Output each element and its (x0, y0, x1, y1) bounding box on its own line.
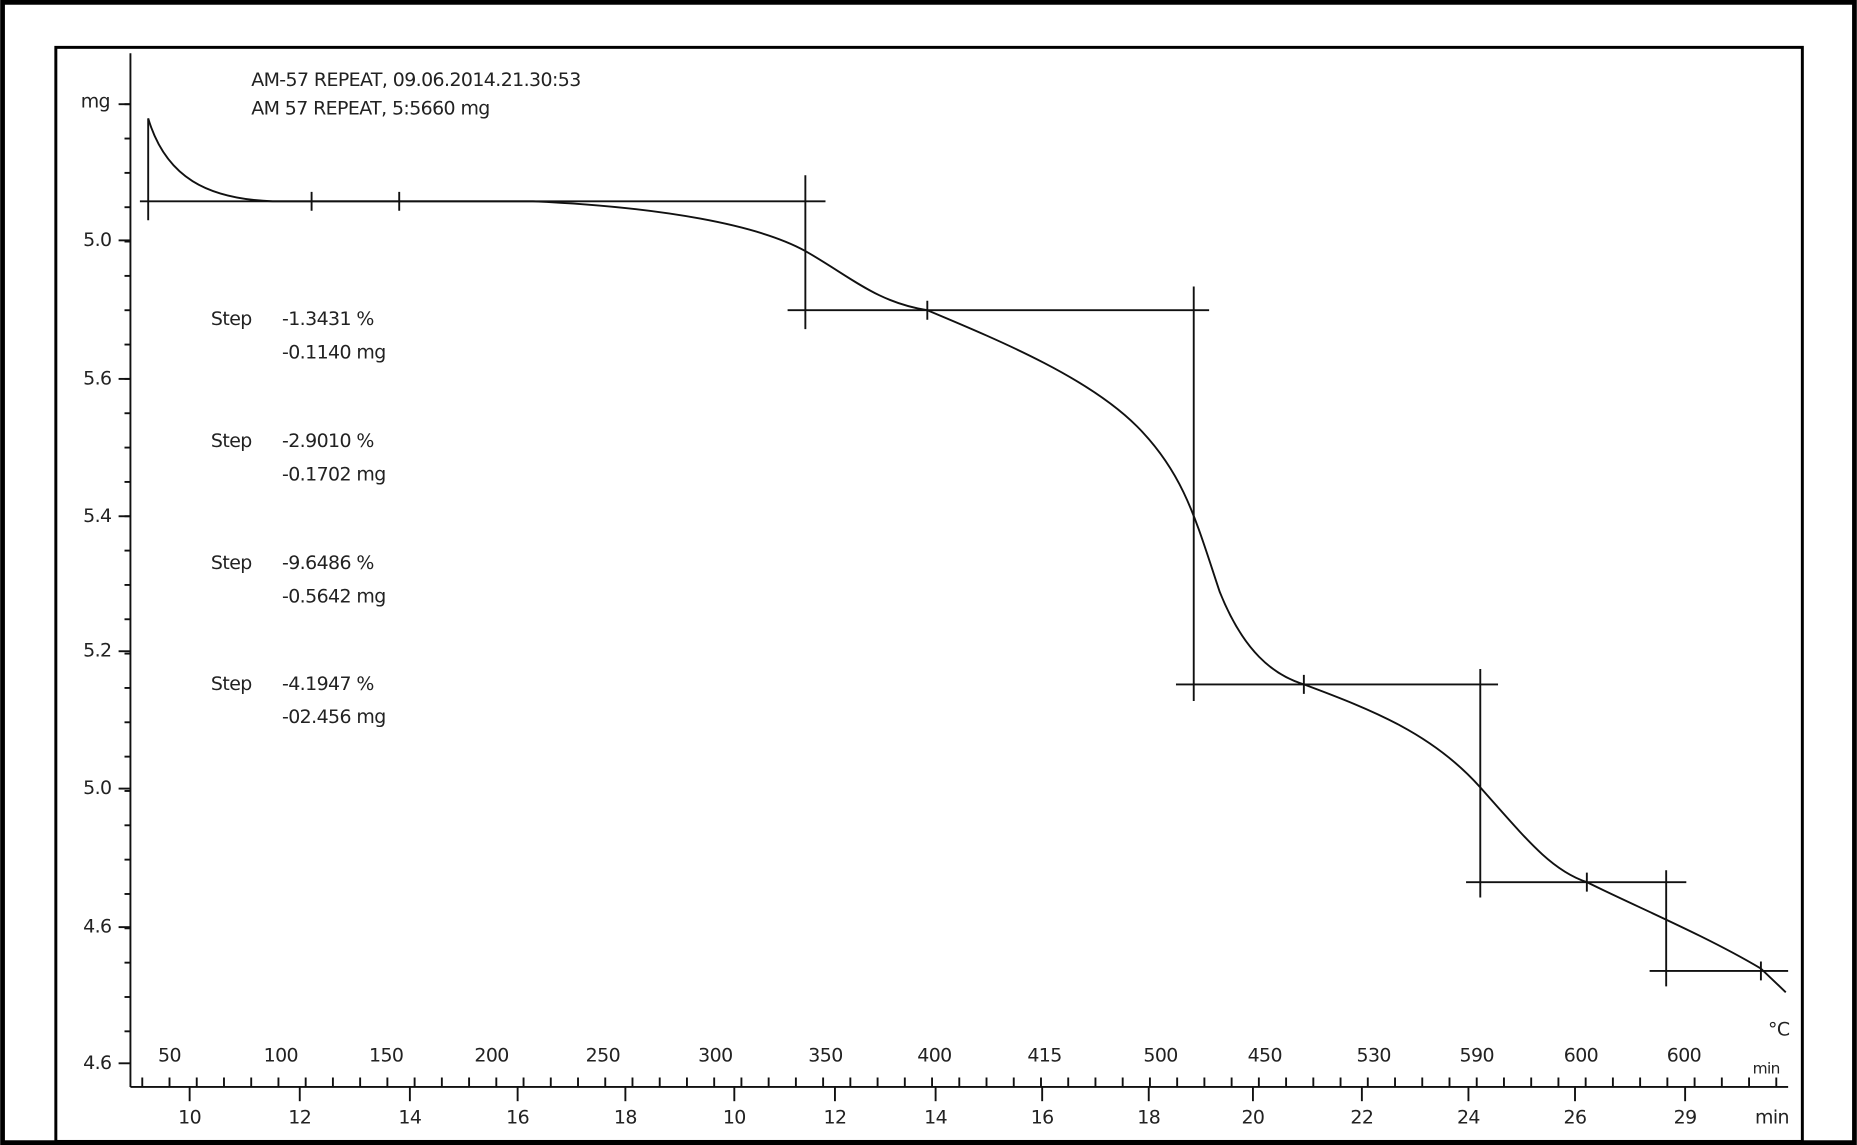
time-label: 26 (1564, 1106, 1587, 1128)
temperature-label: 500 (1143, 1045, 1177, 1067)
step-percent: -1.3431 % (282, 308, 374, 330)
time-label: 12 (288, 1106, 311, 1128)
step-mass: -0.1702 mg (282, 463, 386, 485)
time-label: 10 (178, 1106, 201, 1128)
x-unit: min (1755, 1106, 1789, 1128)
step-percent: -2.9010 % (282, 430, 374, 452)
temperature-label: 600 (1564, 1045, 1598, 1067)
time-label: 24 (1457, 1106, 1480, 1128)
time-label: 18 (614, 1106, 637, 1128)
y-tick-label: 5.4 (83, 505, 111, 527)
temperature-label: 250 (586, 1045, 620, 1067)
time-label: 10 (723, 1106, 746, 1128)
step-mass: -0.5642 mg (282, 585, 386, 607)
y-tick-label: 5.0 (83, 777, 111, 799)
step-percent: -4.1947 % (282, 673, 374, 695)
step-percent: -9.6486 % (282, 552, 374, 574)
step-mass: -02.456 mg (282, 706, 386, 728)
time-label: 18 (1137, 1106, 1160, 1128)
step-mass: -0.1140 mg (282, 341, 386, 363)
temperature-label: 600 (1667, 1045, 1701, 1067)
y-unit: mg (81, 90, 110, 112)
time-label: 14 (924, 1106, 947, 1128)
temperature-label: 300 (698, 1045, 732, 1067)
y-tick-label: 4.6 (83, 916, 111, 938)
x-unit: °C (1768, 1019, 1790, 1041)
time-label: 20 (1241, 1106, 1264, 1128)
step-label: Step (211, 673, 252, 695)
header-line: AM-57 REPEAT, 09.06.2014.21.30:53 (251, 69, 580, 91)
time-label: 16 (1031, 1106, 1054, 1128)
time-label: 14 (398, 1106, 421, 1128)
time-label: 16 (506, 1106, 529, 1128)
step-label: Step (211, 552, 252, 574)
temperature-label: 450 (1248, 1045, 1282, 1067)
temperature-label: 350 (808, 1045, 842, 1067)
y-tick-label: 5.6 (83, 367, 111, 389)
temperature-label: 530 (1357, 1045, 1391, 1067)
temperature-label: 200 (474, 1045, 508, 1067)
header-line: AM 57 REPEAT, 5:5660 mg (251, 97, 490, 119)
time-label: 29 (1674, 1106, 1697, 1128)
y-tick-label: 5.2 (83, 640, 111, 662)
temperature-label: 400 (917, 1045, 951, 1067)
time-label: 22 (1350, 1106, 1373, 1128)
plot-frame (54, 45, 1804, 1143)
step-label: Step (211, 308, 252, 330)
x-unit: min (1753, 1060, 1780, 1078)
step-label: Step (211, 430, 252, 452)
temperature-label: 415 (1027, 1045, 1061, 1067)
temperature-label: 50 (158, 1045, 181, 1067)
time-label: 12 (823, 1106, 846, 1128)
temperature-label: 150 (369, 1045, 403, 1067)
temperature-label: 590 (1460, 1045, 1494, 1067)
y-tick-label: 4.6 (83, 1052, 111, 1074)
weight-curve (147, 118, 1787, 993)
temperature-label: 100 (264, 1045, 298, 1067)
y-tick-label: 5.0 (83, 229, 111, 251)
